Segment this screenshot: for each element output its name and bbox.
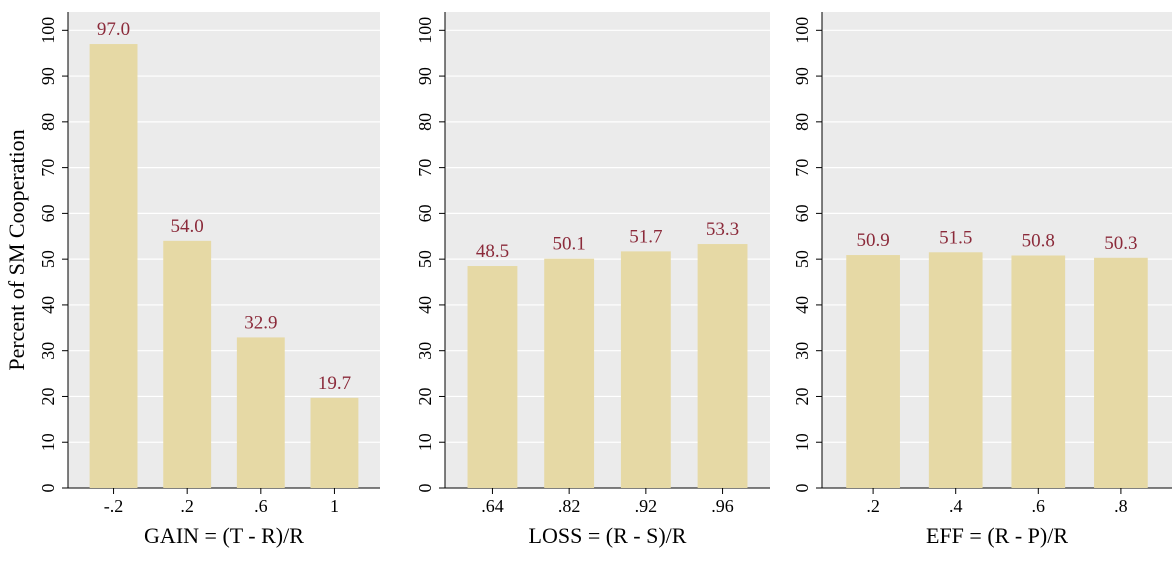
- x-tick-label: .8: [1114, 496, 1128, 516]
- x-tick-label: .64: [481, 496, 504, 516]
- y-tick-label: 100: [38, 17, 58, 44]
- y-tick-label: 10: [38, 433, 58, 451]
- value-label: 48.5: [476, 241, 509, 262]
- y-tick-label: 70: [415, 159, 435, 177]
- bar: [846, 255, 900, 488]
- y-tick-label: 80: [415, 113, 435, 131]
- y-tick-label: 100: [792, 17, 812, 44]
- x-axis-label: GAIN = (T - R)/R: [144, 523, 304, 548]
- value-label: 50.1: [553, 234, 586, 255]
- bar: [236, 337, 285, 488]
- bar: [467, 266, 518, 488]
- bar: [928, 252, 983, 488]
- y-tick-label: 60: [415, 204, 435, 222]
- value-label: 51.7: [629, 226, 662, 247]
- x-tick-label: .2: [866, 496, 880, 516]
- y-tick-label: 60: [38, 204, 58, 222]
- y-tick-label: 0: [415, 484, 435, 493]
- x-tick-label: .6: [1032, 496, 1046, 516]
- x-tick-label: .96: [711, 496, 734, 516]
- bar: [1094, 257, 1148, 488]
- x-tick-label: .82: [558, 496, 581, 516]
- bar: [697, 244, 748, 488]
- y-tick-label: 90: [792, 67, 812, 85]
- x-tick-label: .2: [180, 496, 194, 516]
- bar: [544, 258, 595, 488]
- y-tick-label: 40: [38, 296, 58, 314]
- y-tick-label: 70: [38, 159, 58, 177]
- y-tick-label: 50: [415, 250, 435, 268]
- value-label: 54.0: [171, 216, 204, 237]
- bar: [310, 397, 359, 488]
- x-tick-label: -.2: [104, 496, 124, 516]
- x-tick-label: 1: [330, 496, 339, 516]
- x-tick-label: .4: [949, 496, 963, 516]
- y-tick-label: 80: [792, 113, 812, 131]
- y-tick-label: 40: [792, 296, 812, 314]
- y-tick-label: 10: [792, 433, 812, 451]
- y-tick-label: 0: [792, 484, 812, 493]
- y-tick-label: 50: [792, 250, 812, 268]
- y-tick-label: 10: [415, 433, 435, 451]
- y-tick-label: 20: [792, 387, 812, 405]
- value-label: 50.9: [856, 230, 889, 251]
- y-tick-label: 30: [38, 342, 58, 360]
- bar: [163, 240, 212, 488]
- y-tick-label: 80: [38, 113, 58, 131]
- value-label: 53.3: [706, 219, 739, 240]
- value-label: 97.0: [97, 19, 130, 40]
- y-tick-label: 0: [38, 484, 58, 493]
- x-tick-label: .92: [635, 496, 658, 516]
- bar: [89, 44, 138, 489]
- y-tick-label: 60: [792, 204, 812, 222]
- y-axis-label: Percent of SM Cooperation: [4, 129, 29, 370]
- y-tick-label: 40: [415, 296, 435, 314]
- y-tick-label: 100: [415, 17, 435, 44]
- value-label: 50.3: [1104, 233, 1137, 254]
- value-label: 19.7: [318, 373, 351, 394]
- x-tick-label: .6: [254, 496, 268, 516]
- x-axis-label: EFF = (R - P)/R: [926, 523, 1068, 548]
- value-label: 50.8: [1022, 230, 1055, 251]
- x-axis-label: LOSS = (R - S)/R: [529, 523, 687, 548]
- bar: [620, 251, 671, 488]
- y-tick-label: 50: [38, 250, 58, 268]
- y-tick-label: 20: [38, 387, 58, 405]
- value-label: 51.5: [939, 227, 972, 248]
- value-label: 32.9: [244, 312, 277, 333]
- y-tick-label: 30: [415, 342, 435, 360]
- y-tick-label: 90: [38, 67, 58, 85]
- bar: [1011, 255, 1066, 488]
- y-tick-label: 20: [415, 387, 435, 405]
- y-tick-label: 90: [415, 67, 435, 85]
- y-tick-label: 70: [792, 159, 812, 177]
- y-tick-label: 30: [792, 342, 812, 360]
